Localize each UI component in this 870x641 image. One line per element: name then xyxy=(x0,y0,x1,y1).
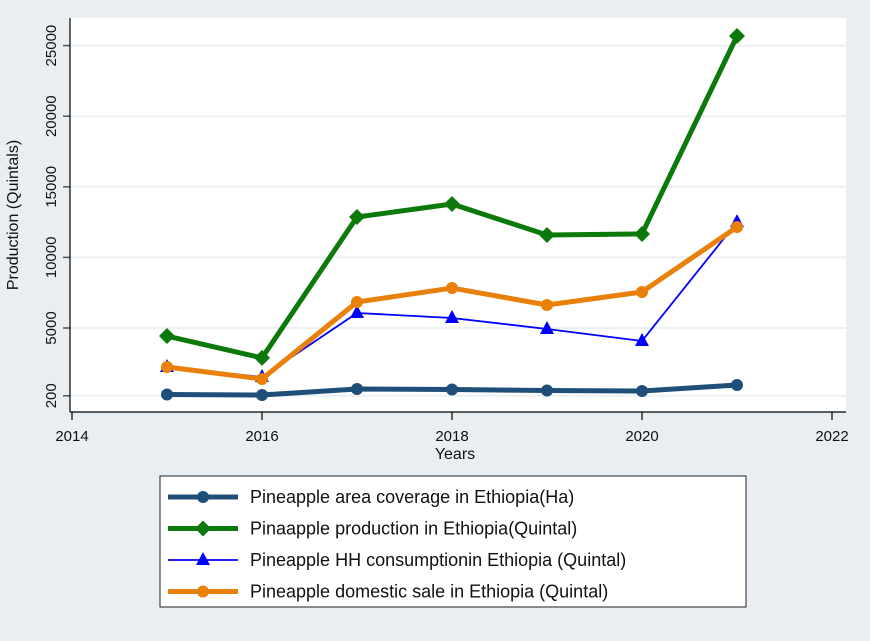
x-tick-label: 2022 xyxy=(815,428,848,445)
data-point-triangle xyxy=(350,305,364,319)
data-point-circle xyxy=(256,388,268,401)
legend-marker-circle xyxy=(197,491,209,503)
data-point-circle xyxy=(256,372,268,385)
series-group xyxy=(159,27,745,401)
legend-item: Pinaapple production in Ethiopia(Quintal… xyxy=(168,519,577,539)
x-tick-label: 2014 xyxy=(55,428,88,445)
data-point-circle xyxy=(731,221,743,234)
legend-item: Pineapple HH consumptionin Ethiopia (Qui… xyxy=(168,550,626,570)
data-point-circle xyxy=(446,282,458,295)
data-point-triangle xyxy=(635,332,649,346)
data-point-triangle xyxy=(540,320,554,334)
y-axis-label: Production (Quintals) xyxy=(5,140,22,290)
legend-item: Pineapple domestic sale in Ethiopia (Qui… xyxy=(168,582,608,602)
data-point-diamond xyxy=(634,225,650,242)
data-point-circle xyxy=(351,296,363,309)
data-point-circle xyxy=(636,285,648,298)
grid-lines xyxy=(70,44,846,397)
x-axis-label: Years xyxy=(435,446,475,463)
y-tick-label: 20000 xyxy=(43,95,60,137)
series-2 xyxy=(159,27,745,366)
data-point-diamond xyxy=(159,328,175,345)
legend-label: Pinaapple production in Ethiopia(Quintal… xyxy=(250,519,577,539)
data-point-diamond xyxy=(349,209,365,226)
data-point-diamond xyxy=(539,226,555,243)
y-tick-label: 10000 xyxy=(43,237,60,279)
data-point-circle xyxy=(161,388,173,401)
data-point-circle xyxy=(541,384,553,397)
series-4 xyxy=(161,221,743,385)
data-point-circle xyxy=(351,382,363,395)
data-point-circle xyxy=(541,298,553,311)
y-tick-label: 200 xyxy=(43,383,60,408)
axes: 200 5000 10000 15000 20000 25000 2014 2016 2018 2… xyxy=(43,18,849,445)
data-point-circle xyxy=(446,383,458,396)
series-1 xyxy=(161,379,743,401)
x-tick-label: 2020 xyxy=(625,428,658,445)
data-point-diamond xyxy=(254,349,270,366)
data-point-diamond xyxy=(444,196,460,213)
data-point-circle xyxy=(636,384,648,397)
data-point-circle xyxy=(731,379,743,392)
data-point-triangle xyxy=(445,309,459,323)
y-tick-label: 15000 xyxy=(43,166,60,208)
legend-label: Pineapple area coverage in Ethiopia(Ha) xyxy=(250,487,574,507)
data-point-diamond xyxy=(729,27,745,44)
legend: Pineapple area coverage in Ethiopia(Ha) P… xyxy=(159,475,747,608)
plot-area xyxy=(70,18,846,412)
legend-label: Pineapple domestic sale in Ethiopia (Qui… xyxy=(250,582,608,602)
y-tick-label: 25000 xyxy=(43,25,60,67)
x-tick-label: 2016 xyxy=(245,428,278,445)
legend-marker-circle xyxy=(197,585,209,598)
legend-label: Pineapple HH consumptionin Ethiopia (Qui… xyxy=(250,550,626,570)
y-tick-label: 5000 xyxy=(43,311,60,344)
legend-item: Pineapple area coverage in Ethiopia(Ha) xyxy=(168,487,574,507)
legend-marker-diamond xyxy=(195,520,211,537)
legend-marker-triangle xyxy=(196,552,210,565)
x-tick-label: 2018 xyxy=(435,428,468,445)
data-point-circle xyxy=(161,360,173,373)
